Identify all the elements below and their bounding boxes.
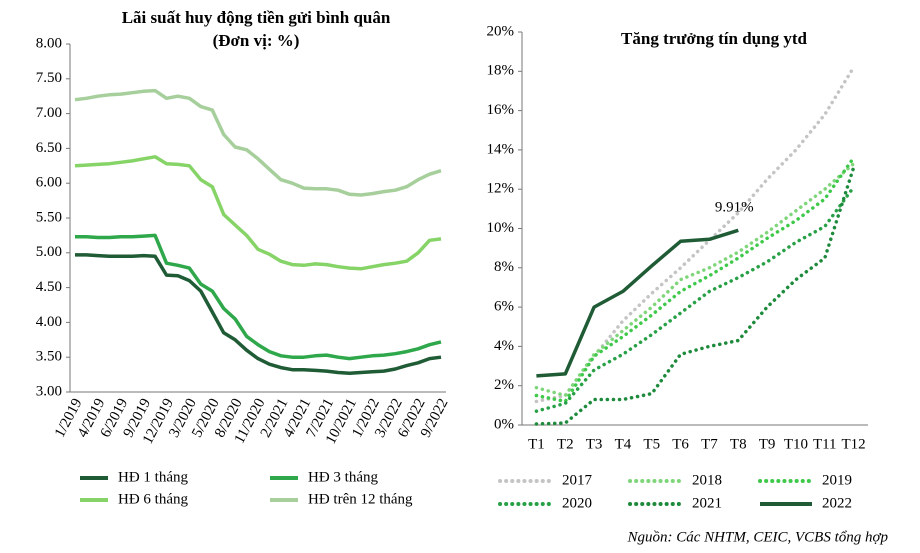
legend-label: 2021 bbox=[692, 495, 722, 511]
legend-label: HĐ 1 tháng bbox=[118, 469, 188, 485]
x-tick-label: T7 bbox=[701, 436, 718, 452]
y-tick-label: 14% bbox=[487, 141, 515, 157]
legend-label: 2019 bbox=[822, 472, 852, 488]
y-tick-label: 18% bbox=[487, 63, 515, 79]
y-tick-label: 4% bbox=[494, 338, 514, 354]
y-tick-label: 10% bbox=[487, 220, 515, 236]
x-tick-label: T6 bbox=[672, 436, 689, 452]
y-tick-label: 4.00 bbox=[36, 314, 62, 330]
legend-label: 2020 bbox=[562, 495, 592, 511]
series-line bbox=[534, 161, 856, 398]
series-line bbox=[75, 253, 442, 375]
x-tick-label: T4 bbox=[615, 436, 632, 452]
series-line bbox=[534, 156, 856, 404]
legend-label: 2017 bbox=[562, 472, 593, 488]
chart-title: Tăng trưởng tín dụng ytd bbox=[621, 29, 807, 48]
x-tick-label: T9 bbox=[759, 436, 776, 452]
legend-label: 2022 bbox=[822, 495, 852, 511]
y-tick-label: 3.50 bbox=[36, 349, 62, 365]
y-tick-label: 5.50 bbox=[36, 209, 62, 225]
legend-label: HĐ 3 tháng bbox=[308, 469, 378, 485]
y-tick-label: 8% bbox=[494, 259, 514, 275]
y-tick-label: 2% bbox=[494, 377, 514, 393]
y-tick-label: 3.00 bbox=[36, 383, 62, 399]
y-tick-label: 16% bbox=[487, 102, 515, 118]
y-tick-label: 6.00 bbox=[36, 175, 62, 191]
legend-label: HĐ trên 12 tháng bbox=[308, 491, 413, 507]
x-tick-label: T11 bbox=[813, 436, 837, 452]
chart-title: Lãi suất huy động tiền gửi bình quân bbox=[122, 8, 391, 27]
y-tick-label: 5.00 bbox=[36, 244, 62, 260]
chart-subtitle: (Đơn vị: %) bbox=[213, 31, 300, 50]
x-tick-label: T2 bbox=[557, 436, 574, 452]
legend-label: HĐ 6 tháng bbox=[118, 491, 188, 507]
y-tick-label: 7.00 bbox=[36, 105, 62, 121]
y-tick-label: 7.50 bbox=[36, 70, 62, 86]
series-line bbox=[74, 155, 442, 271]
series-line bbox=[75, 233, 442, 361]
data-label: 9.91% bbox=[715, 200, 754, 216]
series-line bbox=[74, 88, 442, 197]
x-tick-label: T1 bbox=[528, 436, 545, 452]
y-tick-label: 12% bbox=[487, 181, 515, 197]
x-tick-label: T5 bbox=[643, 436, 660, 452]
y-tick-label: 0% bbox=[494, 416, 514, 432]
y-tick-label: 6.50 bbox=[36, 140, 62, 156]
legend-label: 2018 bbox=[692, 472, 722, 488]
series-line bbox=[536, 228, 739, 378]
x-tick-label: T8 bbox=[730, 436, 747, 452]
y-tick-label: 6% bbox=[494, 299, 514, 315]
series-line bbox=[534, 185, 856, 413]
x-tick-label: T3 bbox=[586, 436, 603, 452]
series-line bbox=[534, 165, 856, 426]
x-tick-label: T10 bbox=[784, 436, 808, 452]
y-tick-label: 4.50 bbox=[36, 279, 62, 295]
x-tick-label: T12 bbox=[841, 436, 865, 452]
y-tick-label: 8.00 bbox=[36, 35, 62, 51]
y-tick-label: 20% bbox=[487, 23, 515, 39]
source-note: Nguồn: Các NHTM, CEIC, VCBS tổng hợp bbox=[626, 529, 888, 545]
